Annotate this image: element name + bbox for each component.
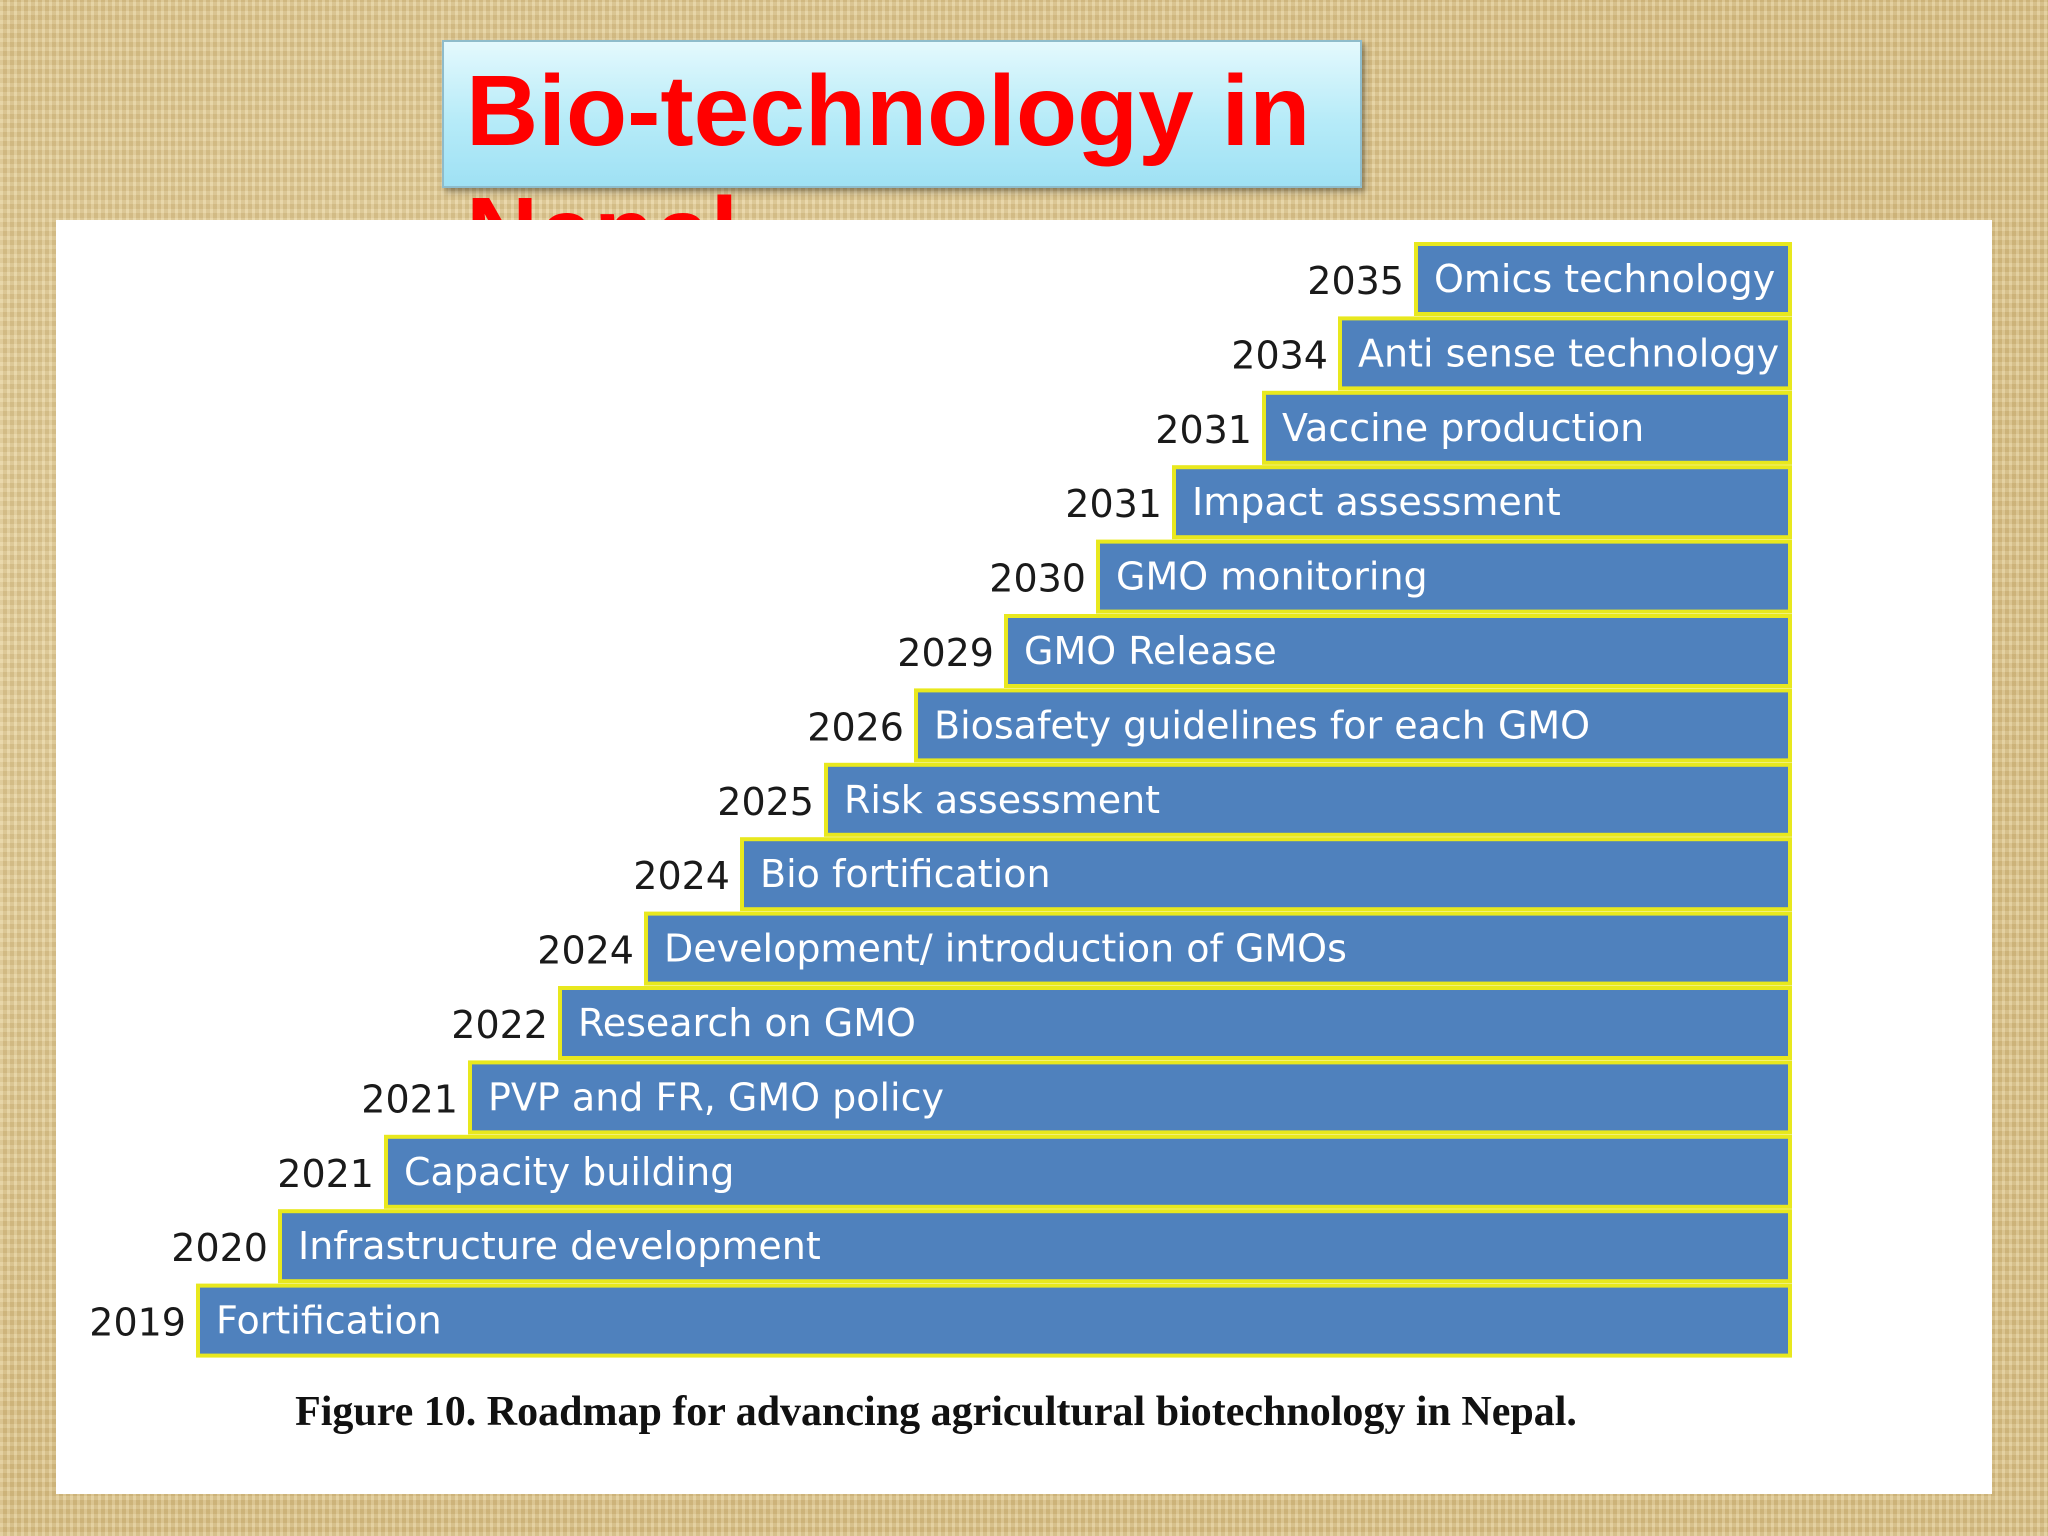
roadmap-step-bar [824,762,1792,837]
roadmap-step-year: 2031 [1155,408,1252,452]
roadmap-step-bar [740,837,1792,912]
roadmap-step-label: Capacity building [404,1150,734,1194]
roadmap-step-label: Bio fortification [760,852,1051,896]
roadmap-step-label: Impact assessment [1192,480,1561,524]
roadmap-step-label: GMO monitoring [1116,555,1428,599]
roadmap-step-bar [1338,316,1792,391]
roadmap-step-year: 2024 [633,854,730,898]
roadmap-step-label: Research on GMO [578,1001,916,1045]
roadmap-step-bar [1004,614,1792,688]
roadmap-step-label: Development/ introduction of GMOs [664,927,1347,971]
roadmap-step-bar [384,1134,1792,1209]
title-box: Bio-technology in Nepal [442,40,1362,289]
roadmap-step-bar [644,911,1792,986]
roadmap-step-label: Biosafety guidelines for each GMO [934,703,1590,747]
roadmap-step-year: 2024 [537,929,634,973]
roadmap-step-year: 2034 [1231,333,1328,377]
roadmap-step-label: Infrastructure development [298,1224,821,1268]
roadmap-step-bar [1414,242,1792,316]
roadmap-step-label: Anti sense technology [1358,331,1779,375]
roadmap-step-label: Omics technology [1434,257,1775,301]
roadmap-step-bar [1096,539,1792,614]
roadmap-step-bar [1172,465,1792,540]
roadmap-step-label: GMO Release [1024,629,1277,673]
roadmap-step-bar [468,1060,1792,1135]
roadmap-step-year: 2031 [1065,482,1162,526]
figure-caption: Figure 10. Roadmap for advancing agricul… [295,1389,1577,1435]
roadmap-step-label: PVP and FR, GMO policy [488,1075,944,1119]
roadmap-step-year: 2030 [989,557,1086,601]
roadmap-step-bar [1262,390,1792,465]
roadmap-step-bar [558,986,1792,1060]
roadmap-step-label: Risk assessment [844,778,1160,822]
roadmap-step-year: 2022 [451,1003,548,1047]
roadmap-step-bar [196,1283,1792,1358]
roadmap-step-label: Fortification [216,1299,442,1343]
roadmap-step-year: 2025 [717,780,814,824]
roadmap-step-year: 2029 [897,631,994,675]
roadmap-step-year: 2021 [277,1152,374,1196]
roadmap-step-year: 2020 [171,1226,268,1270]
roadmap-step-bar [278,1209,1792,1284]
roadmap-step-bar [914,688,1792,763]
roadmap-step-year: 2026 [807,705,904,749]
roadmap-step-year: 2021 [361,1077,458,1121]
figure-panel: Omics technology 2035 Anti sense technolog… [56,220,1992,1494]
roadmap-step-year: 2019 [89,1301,186,1345]
roadmap-step-label: Vaccine production [1282,406,1644,450]
roadmap-step-year: 2035 [1307,259,1404,303]
roadmap-diagram: Omics technology 2035 Anti sense technolog… [89,242,1792,1358]
